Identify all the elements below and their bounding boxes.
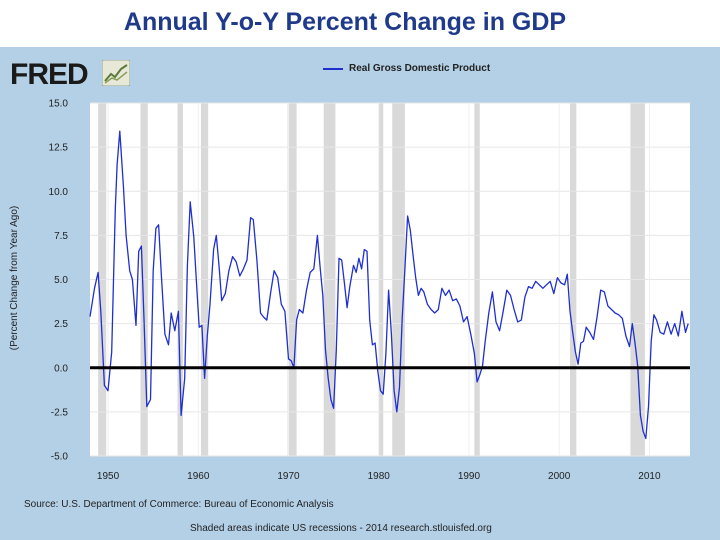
series-line-real-gdp xyxy=(89,130,689,440)
slide-title: Annual Y-o-Y Percent Change in GDP xyxy=(123,8,567,36)
y-tick-label: -2.5 xyxy=(51,407,69,418)
fred-logo-graph-icon xyxy=(102,60,130,86)
y-tick-label: 10.0 xyxy=(49,187,69,198)
legend-swatch xyxy=(323,67,343,70)
y-tick-labels: 15.0 12.5 10.0 7.5 5.0 2.5 0.0 -2.5 -5.0 xyxy=(49,99,69,463)
x-tick-label: 2000 xyxy=(548,471,571,482)
y-tick-label: -5.0 xyxy=(51,452,69,463)
source-note: Source: U.S. Department of Commerce: Bur… xyxy=(24,499,334,510)
y-tick-label: 15.0 xyxy=(49,99,69,110)
y-tick-label: 0.0 xyxy=(54,363,68,374)
x-tick-labels: 1950 1960 1970 1980 1990 2000 2010 xyxy=(97,471,661,482)
y-tick-label: 2.5 xyxy=(54,319,68,330)
x-tick-label: 1970 xyxy=(277,471,300,482)
series-layer xyxy=(89,130,689,440)
x-tick-label: 2010 xyxy=(638,471,661,482)
x-tick-label: 1980 xyxy=(368,471,391,482)
legend-label: Real Gross Domestic Product xyxy=(349,63,491,74)
y-tick-label: 7.5 xyxy=(54,231,68,242)
fred-logo: FRED xyxy=(10,58,89,91)
y-tick-label: 12.5 xyxy=(49,143,69,154)
x-tick-label: 1950 xyxy=(97,471,120,482)
chart-legend: Real Gross Domestic Product xyxy=(323,63,490,74)
recession-footnote: Shaded areas indicate US recessions - 20… xyxy=(190,523,492,534)
y-tick-label: 5.0 xyxy=(54,275,68,286)
x-tick-label: 1960 xyxy=(187,471,210,482)
y-axis-title: (Percent Change from Year Ago) xyxy=(9,206,20,351)
x-tick-label: 1990 xyxy=(458,471,481,482)
